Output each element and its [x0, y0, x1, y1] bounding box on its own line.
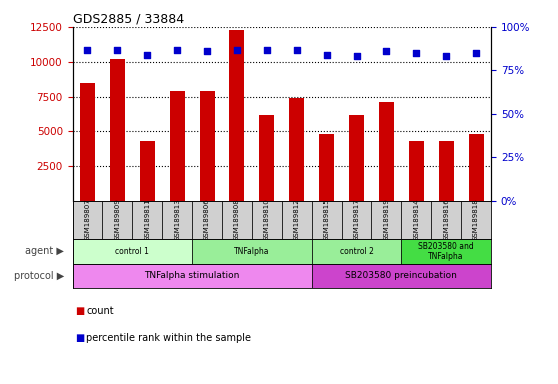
Bar: [200, 91, 214, 201]
Point: [203, 48, 211, 54]
Bar: [73, 264, 312, 288]
Point: [83, 46, 92, 53]
Text: TNFalpha: TNFalpha: [234, 247, 270, 256]
Bar: [409, 141, 424, 201]
Text: ■: ■: [75, 306, 85, 316]
Point: [173, 46, 182, 53]
Text: GSM189818: GSM189818: [473, 199, 479, 242]
Text: TNFalpha stimulation: TNFalpha stimulation: [145, 271, 240, 280]
Text: GSM189812: GSM189812: [294, 199, 300, 242]
Text: GSM189811: GSM189811: [145, 199, 150, 242]
Text: SB203580 and
TNFalpha: SB203580 and TNFalpha: [418, 242, 474, 261]
Bar: [312, 239, 401, 264]
Point: [262, 46, 271, 53]
Text: GSM189809: GSM189809: [114, 199, 121, 242]
Bar: [401, 239, 491, 264]
Bar: [80, 83, 95, 201]
Bar: [259, 114, 275, 201]
Bar: [401, 201, 431, 239]
Bar: [252, 201, 282, 239]
Bar: [349, 114, 364, 201]
Bar: [319, 134, 334, 201]
Point: [442, 53, 451, 60]
Text: SB203580 preincubation: SB203580 preincubation: [345, 271, 458, 280]
Text: agent ▶: agent ▶: [25, 247, 64, 257]
Bar: [170, 91, 185, 201]
Bar: [73, 239, 192, 264]
Text: GSM189815: GSM189815: [324, 199, 330, 242]
Text: GSM189819: GSM189819: [383, 199, 389, 242]
Point: [143, 52, 152, 58]
Point: [233, 46, 242, 53]
Bar: [469, 134, 484, 201]
Text: GSM189817: GSM189817: [354, 199, 359, 242]
Bar: [103, 201, 132, 239]
Text: GSM189813: GSM189813: [174, 199, 180, 242]
Point: [472, 50, 480, 56]
Text: GSM189814: GSM189814: [413, 199, 419, 242]
Bar: [379, 102, 394, 201]
Point: [382, 48, 391, 54]
Text: GSM189816: GSM189816: [443, 199, 449, 242]
Text: GSM189807: GSM189807: [84, 199, 90, 242]
Bar: [192, 201, 222, 239]
Text: control 1: control 1: [116, 247, 149, 256]
Text: protocol ▶: protocol ▶: [14, 271, 64, 281]
Point: [292, 46, 301, 53]
Bar: [73, 201, 103, 239]
Text: GSM189810: GSM189810: [264, 199, 270, 242]
Text: control 2: control 2: [340, 247, 373, 256]
Bar: [439, 141, 454, 201]
Bar: [162, 201, 192, 239]
Bar: [110, 59, 125, 201]
Text: ■: ■: [75, 333, 85, 343]
Bar: [341, 201, 372, 239]
Bar: [289, 98, 304, 201]
Text: GSM189806: GSM189806: [204, 199, 210, 242]
Point: [352, 53, 361, 60]
Point: [322, 52, 331, 58]
Bar: [282, 201, 312, 239]
Bar: [372, 201, 401, 239]
Bar: [431, 201, 461, 239]
Point: [113, 46, 122, 53]
Bar: [192, 239, 312, 264]
Bar: [461, 201, 491, 239]
Point: [412, 50, 421, 56]
Bar: [132, 201, 162, 239]
Text: percentile rank within the sample: percentile rank within the sample: [86, 333, 252, 343]
Bar: [312, 201, 341, 239]
Text: count: count: [86, 306, 114, 316]
Bar: [222, 201, 252, 239]
Bar: [229, 30, 244, 201]
Text: GDS2885 / 33884: GDS2885 / 33884: [73, 13, 184, 26]
Bar: [312, 264, 491, 288]
Bar: [140, 141, 155, 201]
Text: GSM189808: GSM189808: [234, 199, 240, 242]
